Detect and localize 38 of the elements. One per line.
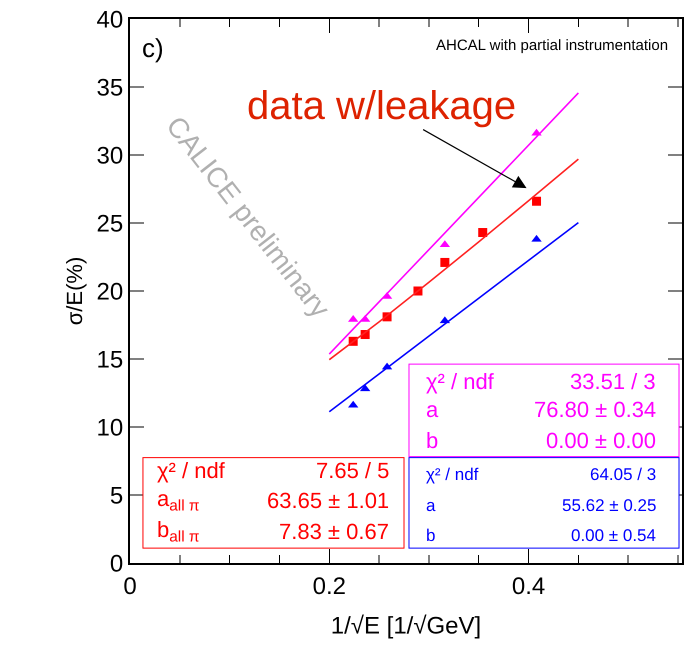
annotation: b$_{all π}$	[157, 517, 200, 546]
point	[440, 258, 450, 267]
annotation: a	[426, 397, 439, 422]
annotation: 55.62 ± 0.25	[562, 496, 656, 515]
annotation: c)	[142, 33, 164, 63]
annotation: χ² / ndf	[426, 369, 495, 394]
y-tick-label: 20	[96, 278, 124, 306]
annotation: 76.80 ± 0.34	[534, 397, 656, 422]
annotation: 7.83 ± 0.67	[279, 519, 389, 544]
annotation: a$_{all π}$	[157, 486, 200, 515]
x-axis-title: 1/√E [1/√GeV]	[330, 612, 482, 640]
y-tick-label: 40	[96, 6, 124, 34]
point	[478, 228, 488, 238]
annotation: b	[426, 428, 438, 453]
annotation: 0.00 ± 0.54	[571, 526, 656, 545]
y-tick-label: 35	[96, 74, 124, 102]
x-tick-label: 0.4	[512, 572, 546, 600]
line-series	[328, 158, 580, 360]
point	[532, 196, 542, 206]
x-tick-label: 0.2	[312, 572, 346, 600]
annotation: AHCAL with partial instrumentation	[436, 37, 668, 54]
y-tick-label: 5	[110, 482, 124, 510]
y-tick-label: 25	[96, 210, 124, 238]
y-tick-label: 30	[96, 142, 124, 170]
annotation: χ² / ndf	[426, 465, 479, 484]
y-tick-label: 10	[96, 414, 124, 442]
y-tick-label: 0	[110, 550, 124, 578]
annotation: 7.65 / 5	[316, 458, 390, 483]
annotation: data w/leakage	[247, 84, 516, 128]
annotation: a	[426, 496, 436, 515]
annotation: 64.05 / 3	[590, 465, 656, 484]
annotation: 63.65 ± 1.01	[267, 488, 390, 513]
y-tick-label: 15	[96, 346, 124, 374]
annotation: 0.00 ± 0.00	[546, 428, 656, 453]
annotation: b	[426, 526, 436, 545]
annotation: χ² / ndf	[157, 458, 226, 483]
y-axis-title: σ/E(%)	[62, 256, 87, 326]
annotation: 33.51 / 3	[570, 369, 656, 394]
